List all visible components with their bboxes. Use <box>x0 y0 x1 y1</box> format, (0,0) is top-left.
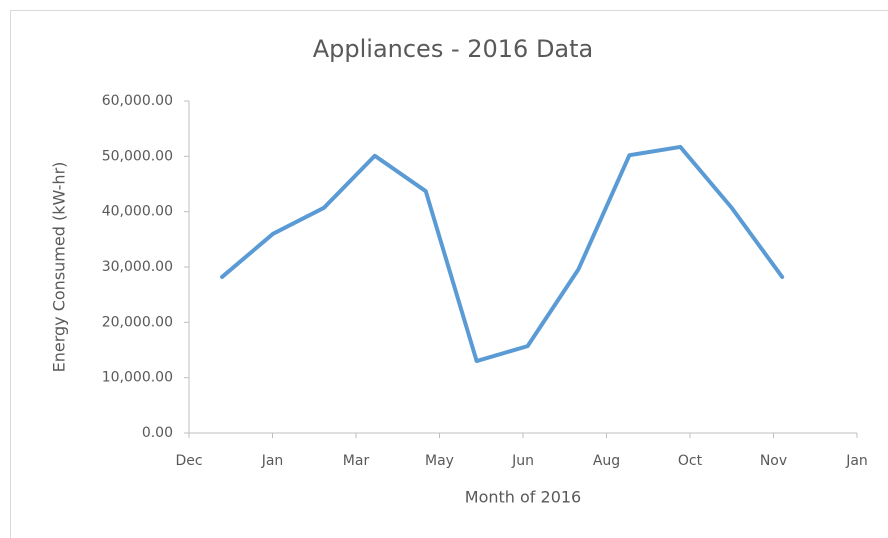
x-tick-label: Aug <box>593 453 620 469</box>
x-axis-title: Month of 2016 <box>465 488 581 507</box>
y-tick-label: 40,000.00 <box>102 204 173 220</box>
y-tick-label: 0.00 <box>142 425 173 441</box>
y-axis-title: Energy Consumed (kW-hr) <box>50 162 69 373</box>
y-tick-label: 50,000.00 <box>102 148 173 164</box>
data-line <box>220 144 785 364</box>
chart-border <box>10 10 888 538</box>
y-tick-label: 20,000.00 <box>102 314 173 330</box>
y-tick-label: 30,000.00 <box>102 259 173 275</box>
y-tick-label: 10,000.00 <box>102 370 173 386</box>
x-tick-label: May <box>425 453 454 469</box>
x-tick-label: Jan <box>845 453 868 469</box>
x-tick-label: Jan <box>261 453 284 469</box>
chart-title: Appliances - 2016 Data <box>313 35 594 63</box>
x-tick-label: Nov <box>760 453 787 469</box>
y-tick-label: 60,000.00 <box>102 93 173 109</box>
x-tick-label: Oct <box>678 453 703 469</box>
x-tick-label: Jun <box>511 453 534 469</box>
x-tick-label: Dec <box>175 453 202 469</box>
x-tick-label: Mar <box>343 453 370 469</box>
